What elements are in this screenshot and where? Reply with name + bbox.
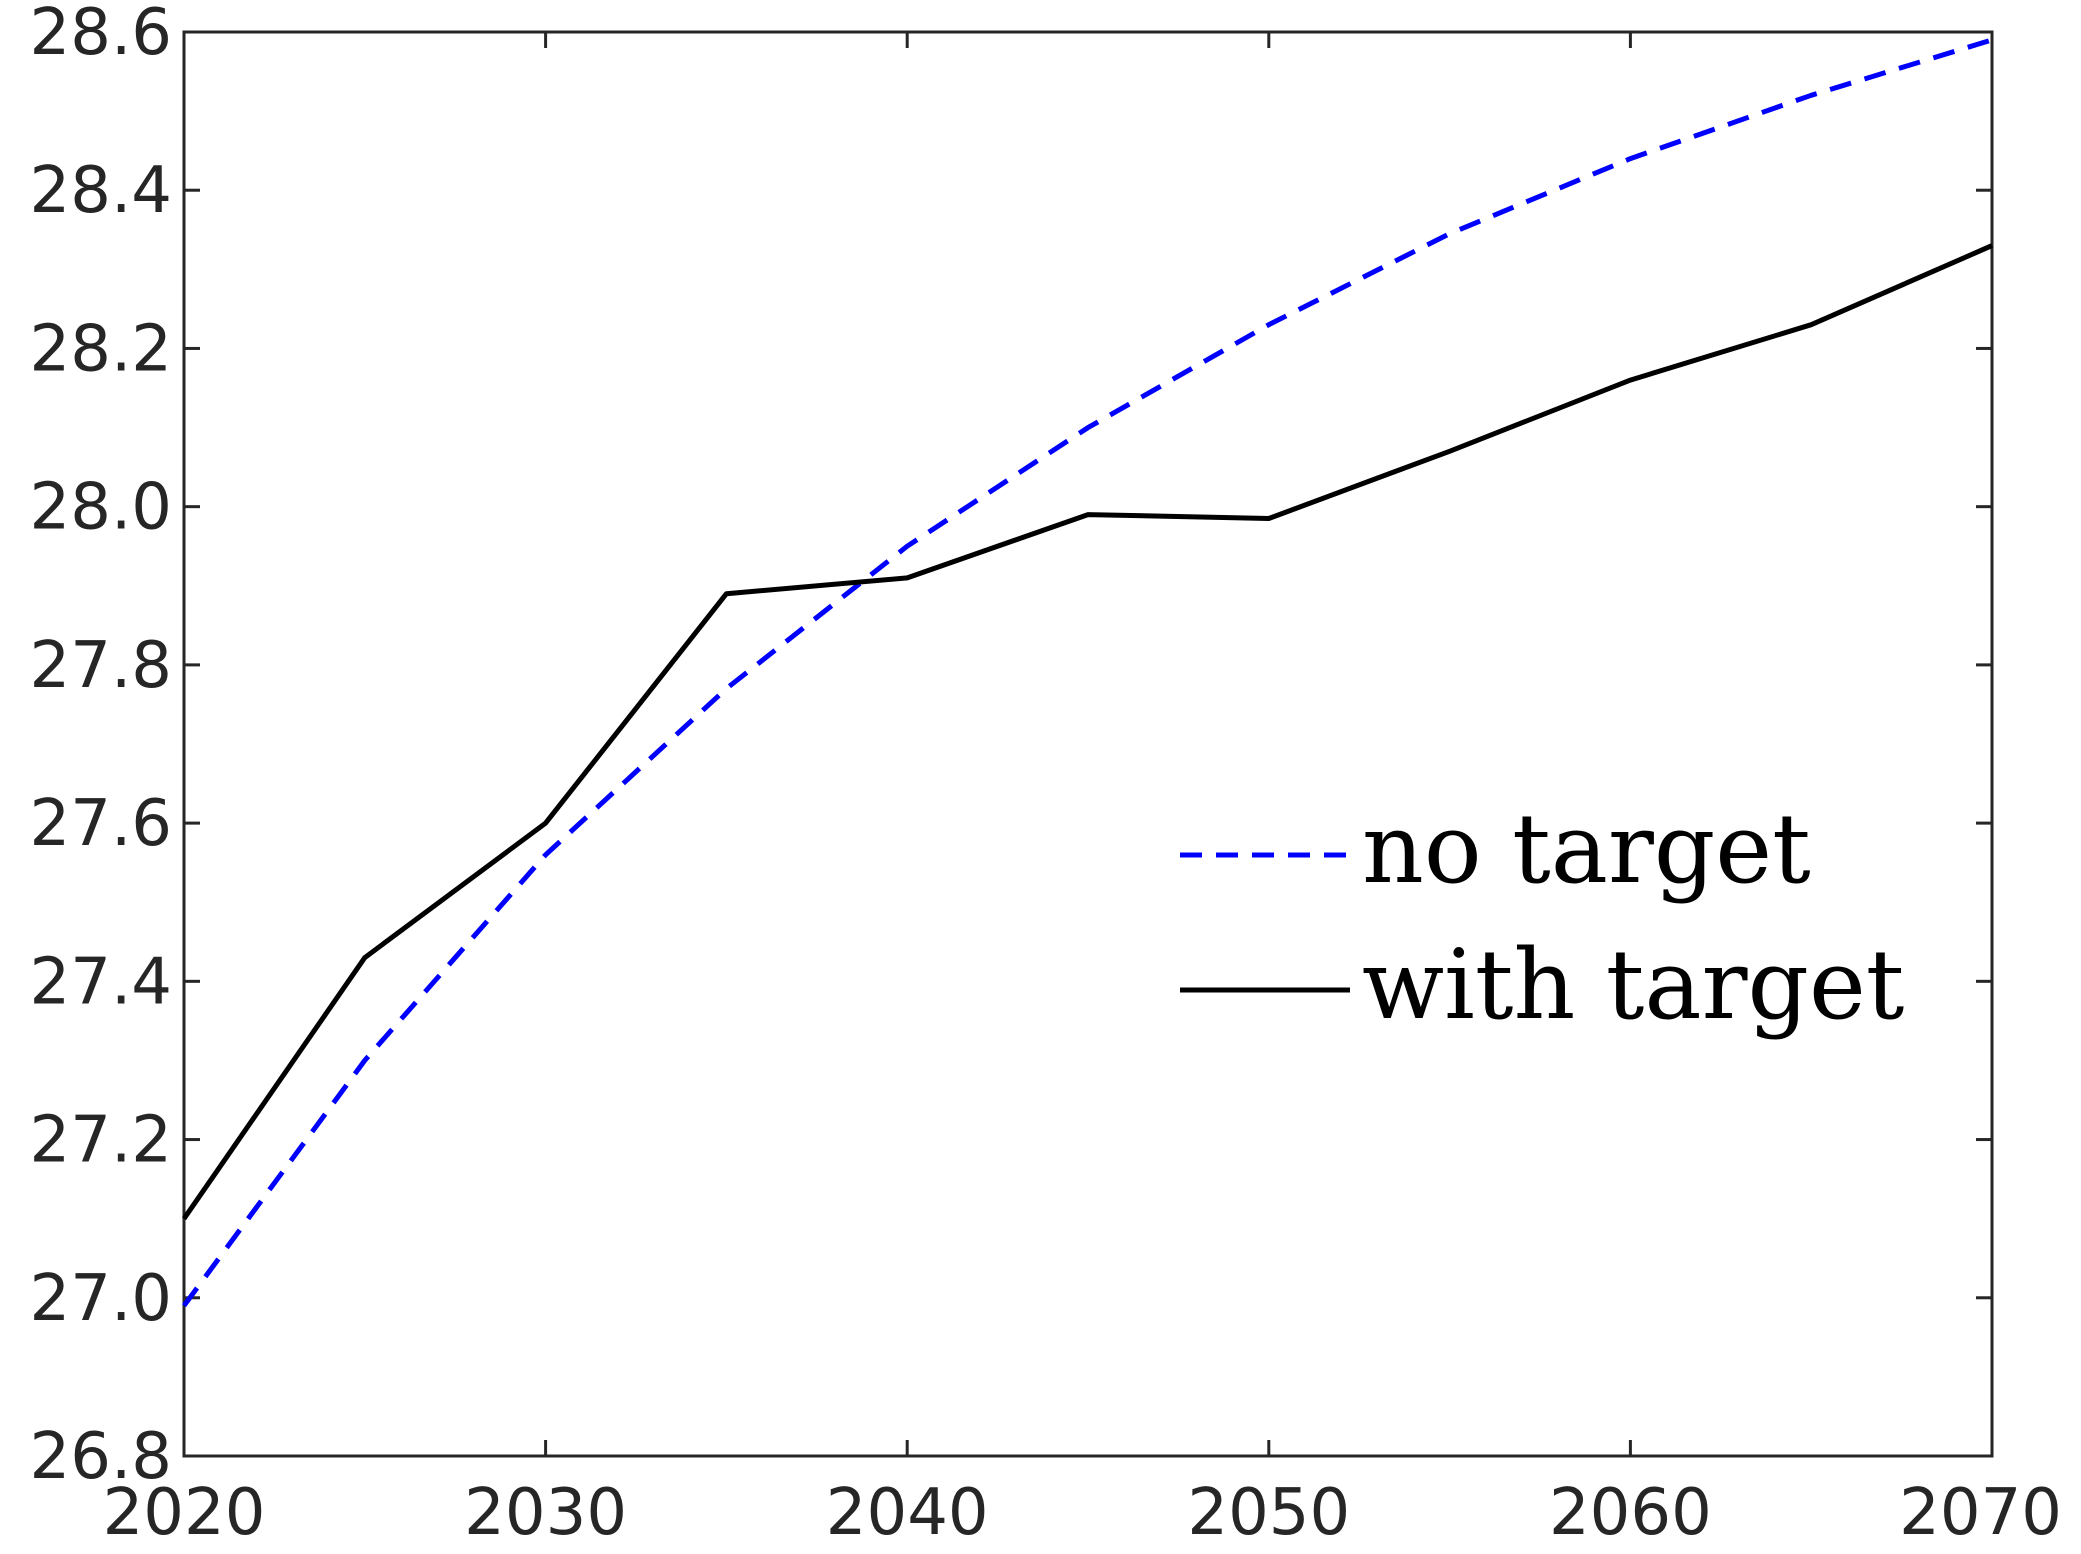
x-tick-label: 2060	[1549, 1476, 1712, 1550]
series-line-no-target	[181, 37, 1993, 1308]
y-tick-label: 27.2	[30, 1104, 173, 1178]
series-line-with-target	[181, 243, 1994, 1221]
legend-label-with-target: with target	[1362, 929, 1904, 1041]
x-tick-label: 2040	[826, 1476, 989, 1550]
axis-ticks	[182, 30, 1994, 1458]
x-axis-tick-labels: 2020 2030 2040 2050 2060 2070	[103, 1476, 2062, 1550]
x-tick-label: 2070	[1899, 1476, 2062, 1550]
y-tick-label: 27.0	[30, 1262, 173, 1336]
y-tick-label: 26.8	[30, 1420, 173, 1494]
y-tick-label: 27.4	[30, 945, 173, 1019]
legend: no target with target	[1180, 793, 1904, 1041]
y-tick-label: 27.6	[30, 787, 173, 861]
plot-area	[182, 30, 1994, 1458]
legend-label-no-target: no target	[1362, 793, 1811, 905]
y-tick-label: 28.2	[30, 312, 173, 386]
x-tick-label: 2020	[103, 1476, 266, 1550]
y-tick-label: 28.4	[30, 154, 173, 228]
y-tick-label: 28.0	[30, 471, 173, 545]
y-tick-label: 27.8	[30, 629, 173, 703]
series-lines	[181, 37, 1994, 1308]
y-tick-label: 28.6	[30, 0, 173, 70]
x-tick-label: 2030	[464, 1476, 627, 1550]
y-axis-tick-labels: 26.8 27.0 27.2 27.4 27.6 27.8 28.0 28.2 28.4 28.6	[30, 0, 173, 1494]
x-tick-label: 2050	[1187, 1476, 1350, 1550]
